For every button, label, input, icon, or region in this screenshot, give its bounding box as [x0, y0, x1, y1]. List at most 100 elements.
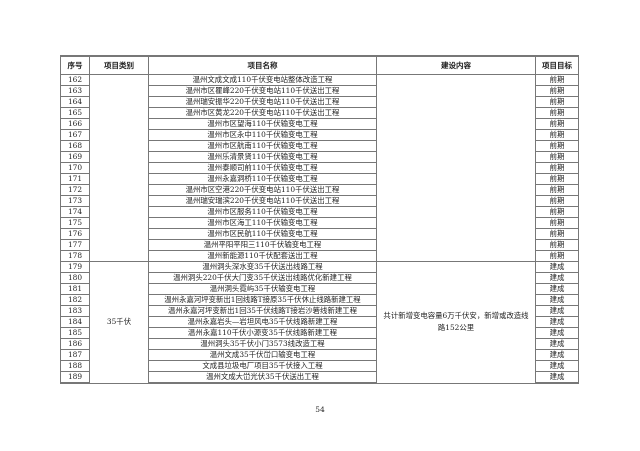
row-no: 181	[60, 283, 90, 295]
row-no: 185	[60, 327, 90, 339]
project-name: 温州洞头220千伏大门变35千伏送出线路优化新建工程	[148, 272, 377, 284]
project-target: 前期	[535, 217, 579, 229]
project-name: 温州市区瞿峰220千伏变电站110千伏送出工程	[148, 85, 377, 97]
project-name: 温州市区空港220千伏变电站110千伏送出工程	[148, 184, 377, 196]
table-row: 189 温州文成大峃光伏35千伏送出工程 建成	[60, 371, 579, 384]
project-name: 温州文成大峃光伏35千伏送出工程	[148, 371, 377, 384]
project-name: 温州永嘉岩头—岩坦风电35千伏线路新建工程	[148, 316, 377, 328]
table-row: 172 温州市区空港220千伏变电站110千伏送出工程 前期	[60, 184, 579, 196]
row-no: 169	[60, 151, 90, 163]
project-target: 前期	[535, 228, 579, 240]
project-name: 温州洞头35千伏小门3573线改造工程	[148, 338, 377, 350]
project-target: 建成	[535, 349, 579, 361]
project-name: 温州永嘉河坪变新出1回线路T接原35千伏休止线路新建工程	[148, 294, 377, 306]
project-name: 温州市区航南110千伏输变电工程	[148, 140, 377, 152]
row-no: 183	[60, 305, 90, 317]
project-target: 建成	[535, 338, 579, 350]
header-target: 项目目标	[535, 55, 579, 75]
project-target: 建成	[535, 294, 579, 306]
project-name: 温州瑞安瑞滨220千伏变电站110千伏送出工程	[148, 195, 377, 207]
project-name: 温州市区黄龙220千伏变电站110千伏送出工程	[148, 107, 377, 119]
project-name: 温州平阳平阳三110千伏输变电工程	[148, 239, 377, 251]
project-name: 温州市区永中110千伏输变电工程	[148, 129, 377, 141]
row-no: 171	[60, 173, 90, 185]
project-target: 建成	[535, 327, 579, 339]
row-no: 184	[60, 316, 90, 328]
project-target: 前期	[535, 85, 579, 97]
project-name: 温州瑞安振华220千伏变电站110千伏送出工程	[148, 96, 377, 108]
project-target: 前期	[535, 74, 579, 86]
table-row: 186 温州洞头35千伏小门3573线改造工程 建成	[60, 338, 579, 350]
row-no: 166	[60, 118, 90, 130]
header-no: 序号	[60, 55, 90, 75]
project-name: 温州市区服务110千伏输变电工程	[148, 206, 377, 218]
row-no: 167	[60, 129, 90, 141]
project-target: 前期	[535, 140, 579, 152]
content-cell: 共计新增变电容量6万千伏安，新增或改造线路152公里	[376, 261, 536, 384]
page-number: 54	[315, 405, 325, 414]
row-no: 177	[60, 239, 90, 251]
header-content: 建设内容	[376, 55, 536, 75]
row-no: 163	[60, 85, 90, 97]
row-no: 174	[60, 206, 90, 218]
project-target: 前期	[535, 118, 579, 130]
project-target: 前期	[535, 129, 579, 141]
project-name: 温州永嘉洞桥110千伏输变电工程	[148, 173, 377, 185]
category-cell: 35千伏	[89, 261, 149, 384]
row-no: 178	[60, 250, 90, 262]
table-row: 170 温州泰顺司前110千伏输变电工程 前期	[60, 162, 579, 174]
project-target: 建成	[535, 316, 579, 328]
project-target: 前期	[535, 162, 579, 174]
row-no: 176	[60, 228, 90, 240]
row-no: 162	[60, 74, 90, 86]
category-cell	[89, 74, 149, 262]
row-no: 179	[60, 261, 90, 273]
project-target: 前期	[535, 239, 579, 251]
project-target: 建成	[535, 360, 579, 372]
table-header: 序号 项目类别 项目名称 建设内容 项目目标	[60, 55, 579, 75]
project-name: 文成县垃圾电厂项目35千伏接入工程	[148, 360, 377, 372]
project-target: 建成	[535, 305, 579, 317]
project-name: 温州洞头深水变35千伏送出线路工程	[148, 261, 377, 273]
row-no: 170	[60, 162, 90, 174]
project-target: 建成	[535, 261, 579, 273]
project-name: 温州洞头霓屿35千伏输变电工程	[148, 283, 377, 295]
project-target: 前期	[535, 206, 579, 218]
row-no: 172	[60, 184, 90, 196]
project-name: 温州文成35千伏峃口输变电工程	[148, 349, 377, 361]
project-name: 温州市区民航110千伏输变电工程	[148, 228, 377, 240]
project-target: 建成	[535, 371, 579, 384]
row-no: 168	[60, 140, 90, 152]
project-target: 建成	[535, 283, 579, 295]
content-cell	[376, 74, 536, 262]
project-target: 前期	[535, 96, 579, 108]
project-target: 前期	[535, 250, 579, 262]
project-target: 前期	[535, 173, 579, 185]
project-name: 温州市区海工110千伏输变电工程	[148, 217, 377, 229]
project-target: 建成	[535, 272, 579, 284]
row-no: 188	[60, 360, 90, 372]
project-target: 前期	[535, 107, 579, 119]
row-no: 187	[60, 349, 90, 361]
project-name: 温州泰顺司前110千伏输变电工程	[148, 162, 377, 174]
table-row: 188 文成县垃圾电厂项目35千伏接入工程 建成	[60, 360, 579, 372]
project-target: 前期	[535, 195, 579, 207]
table-row: 162 温州文成文成110千伏变电站整体改造工程 前期	[60, 74, 579, 262]
row-no: 182	[60, 294, 90, 306]
row-no: 164	[60, 96, 90, 108]
project-table: 序号 项目类别 项目名称 建设内容 项目目标 162 温州文成文成110千伏变电站…	[60, 55, 579, 384]
row-no: 175	[60, 217, 90, 229]
row-no: 173	[60, 195, 90, 207]
project-name: 温州市区望海110千伏输变电工程	[148, 118, 377, 130]
table-row: 174 温州市区服务110千伏输变电工程 前期	[60, 206, 579, 218]
project-name: 温州永嘉110千伏小源变35千伏线路新建工程	[148, 327, 377, 339]
project-name: 温州乐清景贤110千伏输变电工程	[148, 151, 377, 163]
header-category: 项目类别	[89, 55, 149, 75]
row-no: 165	[60, 107, 90, 119]
project-name: 温州新能源110千伏配套送出工程	[148, 250, 377, 262]
project-target: 前期	[535, 184, 579, 196]
table-row: 176 温州市区民航110千伏输变电工程 前期	[60, 228, 579, 240]
project-name: 温州文成文成110千伏变电站整体改造工程	[148, 74, 377, 86]
project-name: 温州永嘉河坪变新出1回35千伏线路T接岩沙箬线新建工程	[148, 305, 377, 317]
row-no: 180	[60, 272, 90, 284]
